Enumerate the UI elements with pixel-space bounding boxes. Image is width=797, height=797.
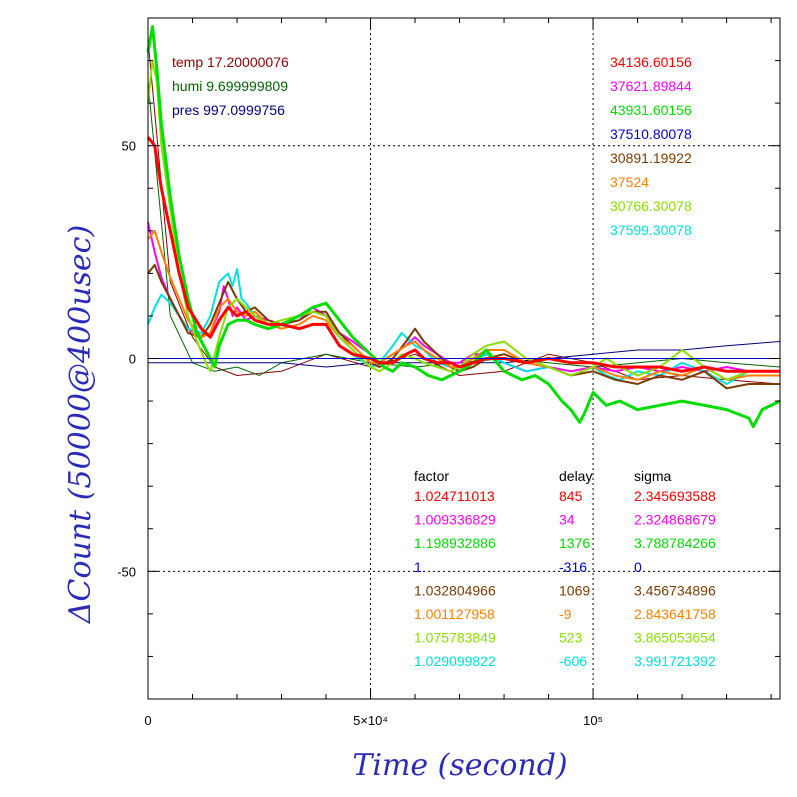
y-tick-label: 50 [122, 139, 136, 154]
table-sigma-7: 3.991721392 [634, 653, 716, 669]
series-layer [146, 25, 781, 429]
count-label-2: 43931.60156 [610, 102, 692, 118]
table-delay-5: -9 [559, 606, 572, 622]
y-tick-label: 0 [129, 352, 136, 367]
table-delay-2: 1376 [559, 535, 590, 551]
axis-ticks [147, 17, 780, 700]
table-factor-5: 1.001127958 [414, 606, 495, 622]
y-axis-label: ΔCount (50000@400usec) [63, 225, 98, 624]
table-header-delay: delay [559, 468, 592, 484]
table-delay-4: 1069 [559, 582, 590, 598]
annotations: temp 17.20000076 humi 9.699999809 pres 997… [172, 54, 716, 669]
count-label-5: 37524 [610, 174, 649, 190]
series-line-4 [147, 59, 780, 381]
count-label-3: 37510.80078 [610, 126, 692, 142]
tick-labels: 0 5×10⁴ 10⁵ 50 0 -50 [117, 139, 603, 728]
env-label-temp: temp 17.20000076 [172, 54, 289, 70]
count-label-6: 30766.30078 [610, 198, 692, 214]
table-delay-1: 34 [559, 512, 575, 528]
env-label-pres: pres 997.0999756 [172, 102, 285, 118]
count-label-1: 37621.89844 [610, 78, 692, 94]
table-header-factor: factor [414, 468, 449, 484]
table-sigma-3: 0 [634, 559, 642, 575]
x-tick-label: 5×10⁴ [353, 713, 388, 728]
table-sigma-1: 2.324868679 [634, 512, 716, 528]
table-factor-6: 1.075783849 [414, 630, 496, 646]
table-sigma-0: 2.345693588 [634, 488, 716, 504]
table-delay-3: -316 [559, 559, 587, 575]
series-line-5 [146, 25, 781, 429]
table-delay-0: 845 [559, 488, 583, 504]
count-label-4: 30891.19922 [610, 150, 692, 166]
env-label-humi: humi 9.699999809 [172, 78, 288, 94]
table-factor-0: 1.024711013 [414, 488, 495, 504]
x-tick-label: 10⁵ [583, 713, 603, 728]
table-factor-4: 1.032804966 [414, 582, 496, 598]
table-factor-7: 1.029099822 [414, 653, 496, 669]
table-sigma-2: 3.788784266 [634, 535, 716, 551]
series-line-0 [147, 222, 780, 373]
table-header-sigma: sigma [634, 468, 672, 484]
table-sigma-4: 3.456734896 [634, 582, 716, 598]
series-line-6 [146, 136, 780, 373]
table-sigma-5: 2.843641758 [634, 606, 716, 622]
y-tick-label: -50 [117, 564, 136, 579]
table-factor-3: 1 [414, 559, 422, 575]
x-axis-label: Time (second) [352, 748, 567, 783]
table-delay-7: -606 [559, 653, 587, 669]
count-label-7: 37599.30078 [610, 222, 692, 238]
table-factor-1: 1.009336829 [414, 512, 496, 528]
table-factor-2: 1.198932886 [414, 535, 496, 551]
table-sigma-6: 3.865053654 [634, 630, 716, 646]
table-delay-6: 523 [559, 630, 583, 646]
count-label-0: 34136.60156 [610, 54, 692, 70]
x-tick-label: 0 [144, 713, 151, 728]
